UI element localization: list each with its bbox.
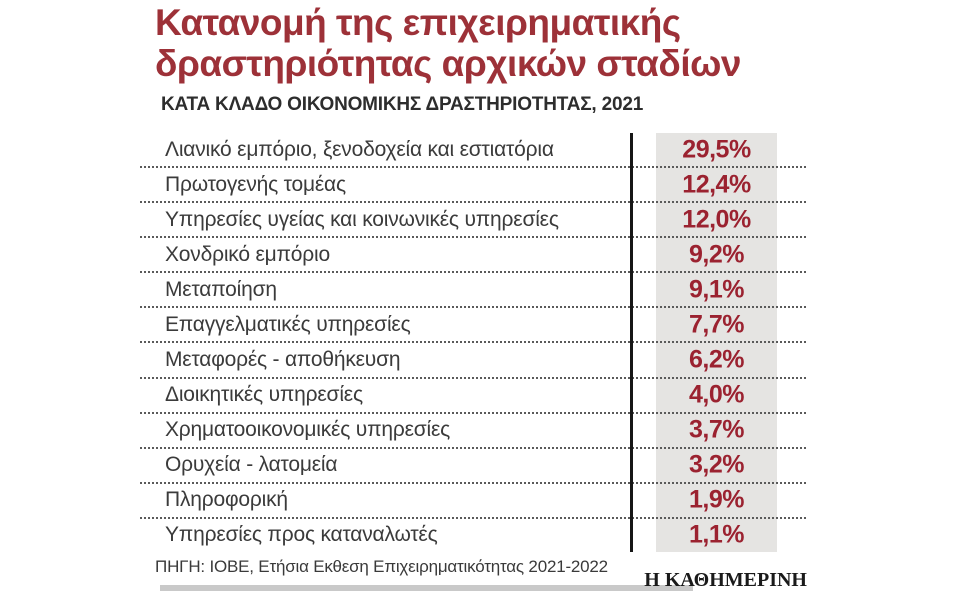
row-label: Πληροφορική — [165, 488, 288, 512]
table-row: Υπηρεσίες προς καταναλωτές 1,1% — [140, 519, 806, 552]
row-label: Επαγγελματικές υπηρεσίες — [165, 312, 411, 336]
row-value: 12,0% — [682, 205, 751, 234]
brand-bar — [160, 585, 693, 591]
table-row: Πληροφορική 1,9% — [140, 484, 806, 519]
row-value: 3,2% — [689, 450, 744, 479]
row-label: Υπηρεσίες υγείας και κοινωνικές υπηρεσίε… — [165, 207, 559, 231]
table-row: Ορυχεία - λατομεία 3,2% — [140, 449, 806, 484]
row-value: 1,1% — [689, 520, 744, 549]
brand-logo: Η ΚΑΘΗΜΕΡΙΝΗ — [644, 569, 807, 591]
row-label: Χονδρικό εμπόριο — [165, 242, 330, 266]
row-label: Πρωτογενής τομέας — [165, 172, 346, 196]
row-label: Μεταφορές - αποθήκευση — [165, 348, 401, 371]
table-row: Χρηματοοικονομικές υπηρεσίες 3,7% — [140, 414, 806, 449]
page-title-line2: δραστηριότητας αρχικών σταδίων — [155, 43, 741, 84]
row-value: 29,5% — [682, 135, 751, 164]
row-value: 6,2% — [689, 345, 744, 374]
table-row: Διοικητικές υπηρεσίες 4,0% — [140, 379, 806, 414]
row-value: 9,1% — [689, 275, 744, 304]
page-title-line1: Κατανομή της επιχειρηματικής — [155, 2, 681, 43]
row-label: Υπηρεσίες προς καταναλωτές — [165, 523, 438, 547]
row-label: Μεταποίηση — [165, 277, 277, 301]
rank-table-rows: Λιανικό εμπόριο, ξενοδοχεία και εστιατόρ… — [140, 133, 806, 552]
vertical-divider-line — [630, 133, 633, 552]
row-label: Λιανικό εμπόριο, ξενοδοχεία και εστιατόρ… — [165, 137, 554, 161]
table-row: Υπηρεσίες υγείας και κοινωνικές υπηρεσίε… — [140, 203, 806, 239]
table-row: Μεταφορές - αποθήκευση 6,2% — [140, 343, 806, 379]
row-label: Ορυχεία - λατομεία — [165, 453, 338, 477]
row-label: Χρηματοοικονομικές υπηρεσίες — [165, 418, 451, 442]
row-value: 1,9% — [689, 485, 744, 514]
table-row: Χονδρικό εμπόριο 9,2% — [140, 238, 806, 274]
table-row: Λιανικό εμπόριο, ξενοδοχεία και εστιατόρ… — [140, 133, 806, 169]
row-value: 3,7% — [689, 415, 744, 444]
table-row: Μεταποίηση 9,1% — [140, 273, 806, 309]
source-note: ΠΗΓΗ: ΙΟΒΕ, Ετήσια Εκθεση Επιχειρηματικό… — [155, 557, 608, 576]
table-row: Πρωτογενής τομέας 12,4% — [140, 168, 806, 204]
row-value: 12,4% — [682, 170, 751, 199]
row-value: 9,2% — [689, 240, 744, 269]
table-row: Επαγγελματικές υπηρεσίες 7,7% — [140, 308, 806, 344]
row-value: 4,0% — [689, 380, 744, 409]
chart-subtitle: ΚΑΤΑ ΚΛΑΔΟ ΟΙΚΟΝΟΜΙΚΗΣ ΔΡΑΣΤΗΡΙΟΤΗΤΑΣ, 2… — [161, 94, 644, 115]
page-title: Κατανομή της επιχειρηματικής δραστηριότη… — [155, 2, 741, 84]
row-value: 7,7% — [689, 310, 744, 339]
rank-table: Λιανικό εμπόριο, ξενοδοχεία και εστιατόρ… — [140, 133, 806, 552]
row-label: Διοικητικές υπηρεσίες — [165, 383, 363, 407]
